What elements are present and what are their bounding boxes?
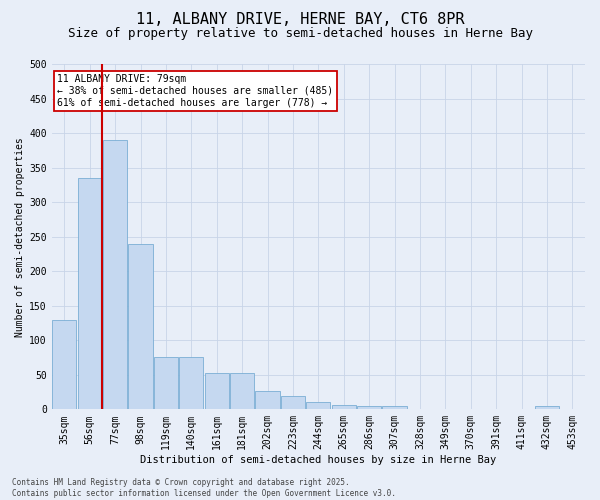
Text: 11, ALBANY DRIVE, HERNE BAY, CT6 8PR: 11, ALBANY DRIVE, HERNE BAY, CT6 8PR — [136, 12, 464, 28]
Text: Contains HM Land Registry data © Crown copyright and database right 2025.
Contai: Contains HM Land Registry data © Crown c… — [12, 478, 396, 498]
Bar — [52, 320, 76, 410]
Bar — [382, 406, 407, 409]
Bar — [103, 140, 127, 409]
Bar — [154, 357, 178, 410]
Bar — [179, 357, 203, 410]
Bar — [256, 392, 280, 409]
Bar — [357, 406, 381, 409]
Bar — [128, 244, 152, 410]
Bar — [535, 406, 559, 409]
Bar — [230, 374, 254, 410]
Bar — [306, 402, 331, 409]
Bar — [77, 178, 102, 410]
Bar — [281, 396, 305, 409]
Y-axis label: Number of semi-detached properties: Number of semi-detached properties — [15, 137, 25, 336]
Text: Size of property relative to semi-detached houses in Herne Bay: Size of property relative to semi-detach… — [67, 28, 533, 40]
X-axis label: Distribution of semi-detached houses by size in Herne Bay: Distribution of semi-detached houses by … — [140, 455, 496, 465]
Text: 11 ALBANY DRIVE: 79sqm
← 38% of semi-detached houses are smaller (485)
61% of se: 11 ALBANY DRIVE: 79sqm ← 38% of semi-det… — [57, 74, 333, 108]
Bar — [205, 374, 229, 410]
Bar — [332, 405, 356, 409]
